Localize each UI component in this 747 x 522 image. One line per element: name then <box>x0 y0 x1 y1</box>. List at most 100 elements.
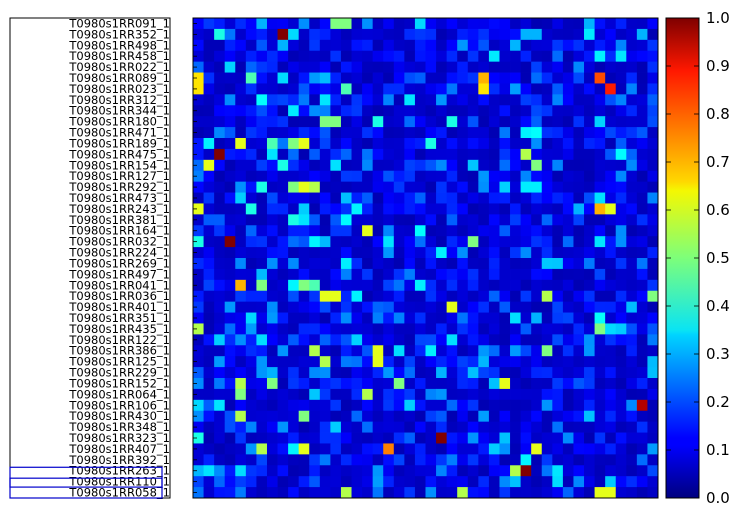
heatmap-cell <box>584 203 595 215</box>
heatmap-cell <box>488 378 500 390</box>
heatmap-cell <box>277 356 289 368</box>
heatmap-cell <box>193 83 204 95</box>
heatmap-cell <box>235 159 247 172</box>
heatmap-cell <box>351 432 363 444</box>
heatmap-cell <box>404 72 416 84</box>
heatmap-cell <box>499 323 511 335</box>
heatmap-cell <box>647 127 659 139</box>
heatmap-cell <box>626 138 638 150</box>
heatmap-cell <box>552 94 564 106</box>
heatmap-cell <box>531 236 543 248</box>
heatmap-cell <box>393 356 405 368</box>
heatmap-cell <box>605 410 617 423</box>
heatmap-cell <box>510 290 522 303</box>
heatmap-cell <box>488 356 500 368</box>
heatmap-cell <box>510 399 522 412</box>
heatmap-cell <box>594 476 606 488</box>
heatmap-cell <box>605 356 617 368</box>
heatmap-cell <box>562 170 574 183</box>
heatmap-cell <box>615 28 627 41</box>
heatmap-cell <box>478 476 490 488</box>
heatmap-cell <box>351 105 363 117</box>
heatmap-cell <box>552 61 564 73</box>
heatmap-cell <box>573 312 585 324</box>
heatmap-cell <box>478 388 490 401</box>
heatmap-cell <box>340 323 352 335</box>
heatmap-cell <box>319 279 331 292</box>
heatmap-cell <box>340 18 352 30</box>
heatmap-cell <box>457 159 469 172</box>
heatmap-cell <box>541 159 553 172</box>
heatmap-cell <box>531 214 543 226</box>
heatmap-cell <box>235 388 247 401</box>
heatmap-cell <box>573 138 585 150</box>
heatmap-cell <box>541 61 553 73</box>
heatmap-cell <box>277 443 289 455</box>
heatmap-cell <box>383 127 395 139</box>
heatmap-cell <box>383 39 395 52</box>
heatmap-cell <box>647 410 659 423</box>
heatmap-cell <box>298 421 310 433</box>
heatmap-cell <box>436 487 448 499</box>
heatmap-cell <box>340 410 352 423</box>
heatmap-cell <box>541 170 553 183</box>
heatmap-cell <box>298 410 310 423</box>
heatmap-cell <box>203 83 215 95</box>
heatmap-cell <box>457 290 469 303</box>
heatmap-cell <box>404 290 416 303</box>
heatmap-cell <box>531 94 543 106</box>
heatmap-cell <box>552 301 564 313</box>
heatmap-cell <box>510 159 522 172</box>
heatmap-cell <box>393 105 405 117</box>
heatmap-cell <box>319 203 331 215</box>
heatmap-cell <box>562 476 574 488</box>
heatmap-cell <box>605 268 617 281</box>
heatmap-cell <box>552 236 564 248</box>
heatmap-cell <box>552 39 564 52</box>
heatmap-cell <box>478 443 490 455</box>
heatmap-cell <box>467 454 479 466</box>
heatmap-cell <box>351 28 363 41</box>
heatmap-cell <box>351 268 363 281</box>
heatmap-cell <box>214 170 226 183</box>
colorbar-tick-label: 0.8 <box>706 105 730 123</box>
heatmap-cell <box>446 258 458 270</box>
heatmap-cell <box>488 432 500 444</box>
heatmap-cell <box>298 148 310 161</box>
heatmap-cell <box>425 236 437 248</box>
heatmap-cell <box>277 72 289 84</box>
heatmap-cell <box>531 410 543 423</box>
heatmap-cell <box>510 421 522 433</box>
heatmap-cell <box>488 399 500 412</box>
heatmap-cell <box>372 454 384 466</box>
heatmap-cell <box>266 61 278 73</box>
heatmap-cell <box>256 410 268 423</box>
heatmap-cell <box>319 378 331 390</box>
heatmap-cell <box>372 225 384 237</box>
heatmap-cell <box>446 432 458 444</box>
heatmap-cell <box>446 50 458 63</box>
heatmap-cell <box>626 399 638 412</box>
heatmap-cell <box>393 148 405 161</box>
heatmap-cell <box>499 203 511 215</box>
heatmap-cell <box>330 301 342 313</box>
heatmap-cell <box>531 421 543 433</box>
heatmap-cell <box>510 279 522 292</box>
heatmap-cell <box>193 258 204 270</box>
heatmap-cell <box>277 290 289 303</box>
heatmap-cell <box>446 225 458 237</box>
colorbar-tick-label: 0.9 <box>706 57 730 75</box>
heatmap-cell <box>510 203 522 215</box>
heatmap-cell <box>393 61 405 73</box>
heatmap-cell <box>573 105 585 117</box>
heatmap-cell <box>298 323 310 335</box>
heatmap-cell <box>383 72 395 84</box>
heatmap-cell <box>309 290 321 303</box>
heatmap-cell <box>266 367 278 379</box>
heatmap-cell <box>340 443 352 455</box>
heatmap-cell <box>224 192 236 204</box>
heatmap-cell <box>594 236 606 248</box>
heatmap-cell <box>214 105 226 117</box>
heatmap-cell <box>499 356 511 368</box>
heatmap-cell <box>277 94 289 106</box>
